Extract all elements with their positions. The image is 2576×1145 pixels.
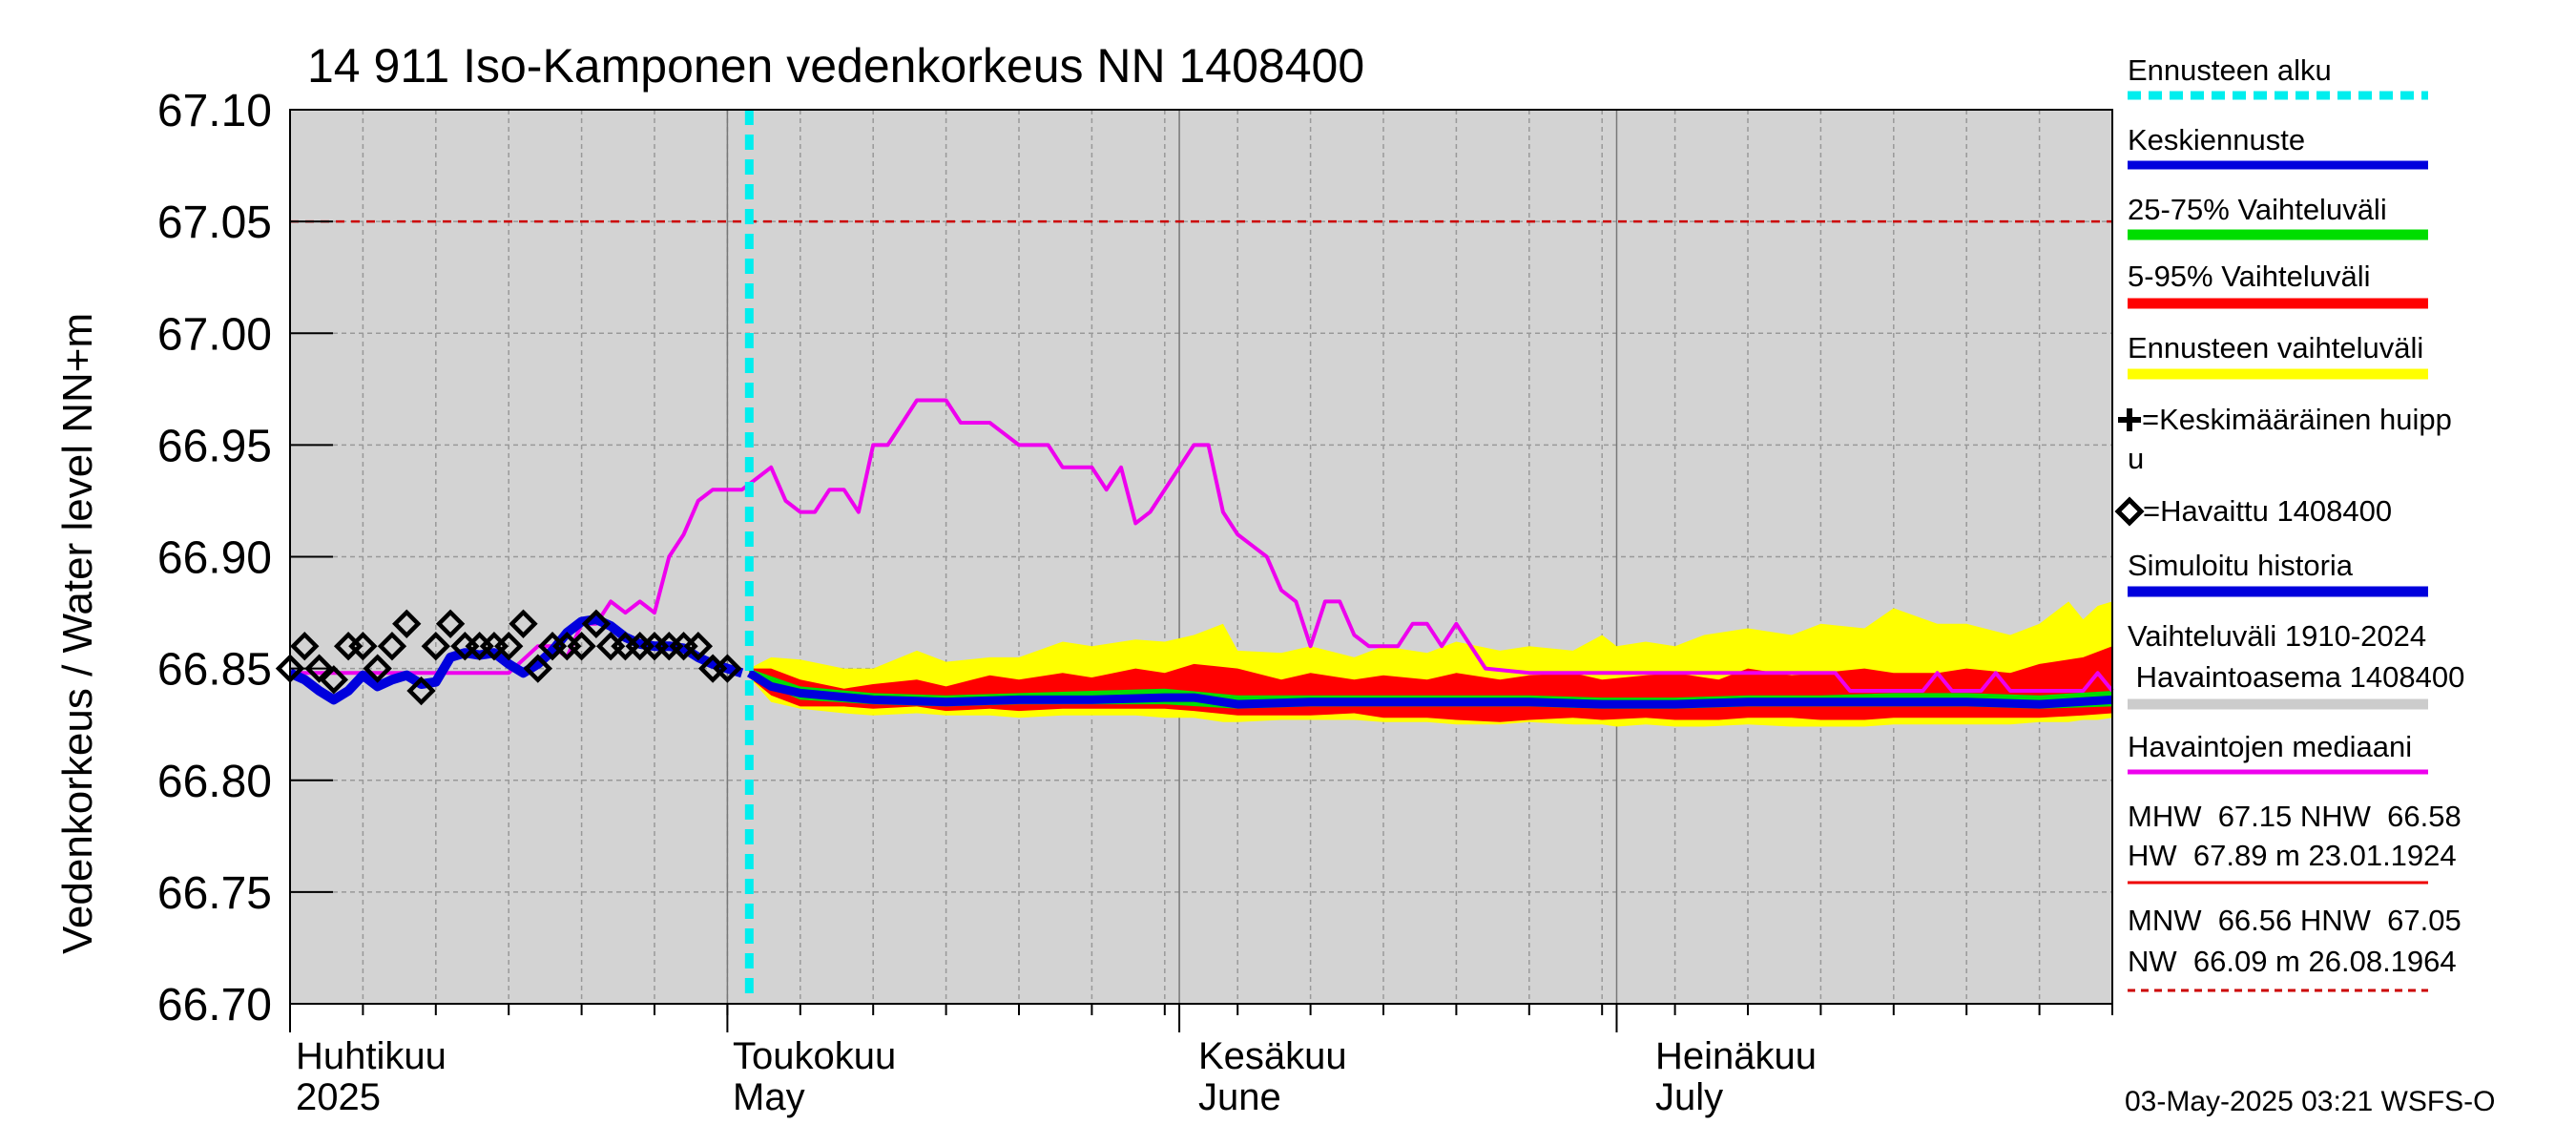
month-label-june-fi: Kesäkuu — [1198, 1035, 1347, 1077]
legend-label-mean-peak: =Keskimääräinen huipp — [2142, 403, 2452, 436]
observed-point — [304, 654, 334, 683]
month-label-may-en: May — [733, 1076, 805, 1118]
observed-point — [567, 632, 596, 661]
legend-label-simulated: Simuloitu historia — [2128, 549, 2354, 582]
observed-point — [421, 632, 450, 661]
mean-forecast-line — [746, 669, 2113, 709]
y-tick-label: 66.75 — [157, 868, 272, 919]
y-axis-label: Vedenkorkeus / Water level NN+m — [54, 313, 101, 954]
year-label: 2025 — [296, 1076, 381, 1118]
legend-label-mean-peak-cont: u — [2128, 442, 2144, 475]
observed-point — [406, 676, 436, 706]
observed-point — [713, 654, 742, 683]
legend-label-range-station: Havaintoasema 1408400 — [2128, 660, 2464, 694]
month-label-july-fi: Heinäkuu — [1655, 1035, 1817, 1077]
stats-mhw-nhw: MHW 67.15 NHW 66.58 — [2128, 800, 2462, 833]
month-label-april: Huhtikuu — [296, 1035, 447, 1077]
observed-point — [683, 632, 714, 661]
legend-label-forecast-start: Ennusteen alku — [2128, 53, 2332, 87]
y-tick-label: 67.10 — [157, 86, 272, 136]
y-tick-label: 66.85 — [157, 645, 272, 696]
y-tick-label: 66.95 — [157, 421, 272, 471]
legend: Ennusteen alku Keskiennuste 25-75% Vaiht… — [2114, 53, 2496, 1117]
y-tick-label: 67.00 — [157, 309, 272, 360]
observed-point — [494, 632, 524, 661]
observed-point — [435, 609, 466, 638]
legend-swatch-mean-peak — [2118, 408, 2141, 431]
y-tick-label: 66.80 — [157, 757, 272, 807]
x-axis-ticks — [289, 1004, 2113, 1032]
stats-mnw-hnw: MNW 66.56 HNW 67.05 — [2128, 904, 2462, 937]
legend-label-median: Havaintojen mediaani — [2128, 730, 2412, 763]
observed-point — [392, 609, 422, 638]
observed-point — [290, 632, 320, 661]
legend-label-5-95: 5-95% Vaihteluväli — [2128, 260, 2370, 293]
footer-timestamp: 03-May-2025 03:21 WSFS-O — [2125, 1086, 2496, 1117]
month-label-july-en: July — [1655, 1076, 1723, 1118]
month-label-may-fi: Toukokuu — [733, 1035, 896, 1077]
stats-nw: NW 66.09 m 26.08.1964 — [2128, 945, 2457, 978]
stats-hw: HW 67.89 m 23.01.1924 — [2128, 839, 2457, 872]
month-label-june-en: June — [1198, 1076, 1281, 1118]
legend-swatch-observed — [2114, 496, 2145, 527]
observed-point — [523, 654, 552, 683]
y-axis-ticks: 66.70 66.75 66.80 66.85 66.90 66.95 67.00 67.05… — [157, 86, 333, 1030]
observed-point — [581, 609, 612, 638]
chart-title: 14 911 Iso-Kamponen vedenkorkeus NN 1408… — [307, 39, 1364, 93]
y-tick-label: 66.90 — [157, 533, 272, 584]
median-line — [290, 398, 2114, 693]
observed-point — [348, 632, 378, 661]
plot-area — [275, 109, 2114, 1005]
y-tick-label: 66.70 — [157, 980, 272, 1030]
observed-point — [377, 632, 407, 661]
grid-lines — [290, 110, 2112, 1004]
observed-markers — [275, 609, 742, 706]
observed-point — [319, 665, 349, 695]
legend-label-25-75: 25-75% Vaihteluväli — [2128, 193, 2387, 226]
legend-label-forecast-range: Ennusteen vaihteluväli — [2128, 331, 2423, 364]
legend-label-mean-forecast: Keskiennuste — [2128, 123, 2305, 156]
observed-point — [509, 609, 538, 638]
observed-point — [363, 654, 392, 683]
y-tick-label: 67.05 — [157, 198, 272, 248]
x-axis-labels: Huhtikuu 2025 Toukokuu May Kesäkuu June … — [296, 1035, 1817, 1118]
legend-label-observed: =Havaittu 1408400 — [2143, 494, 2392, 528]
legend-label-range-years: Vaihteluväli 1910-2024 — [2128, 619, 2426, 653]
